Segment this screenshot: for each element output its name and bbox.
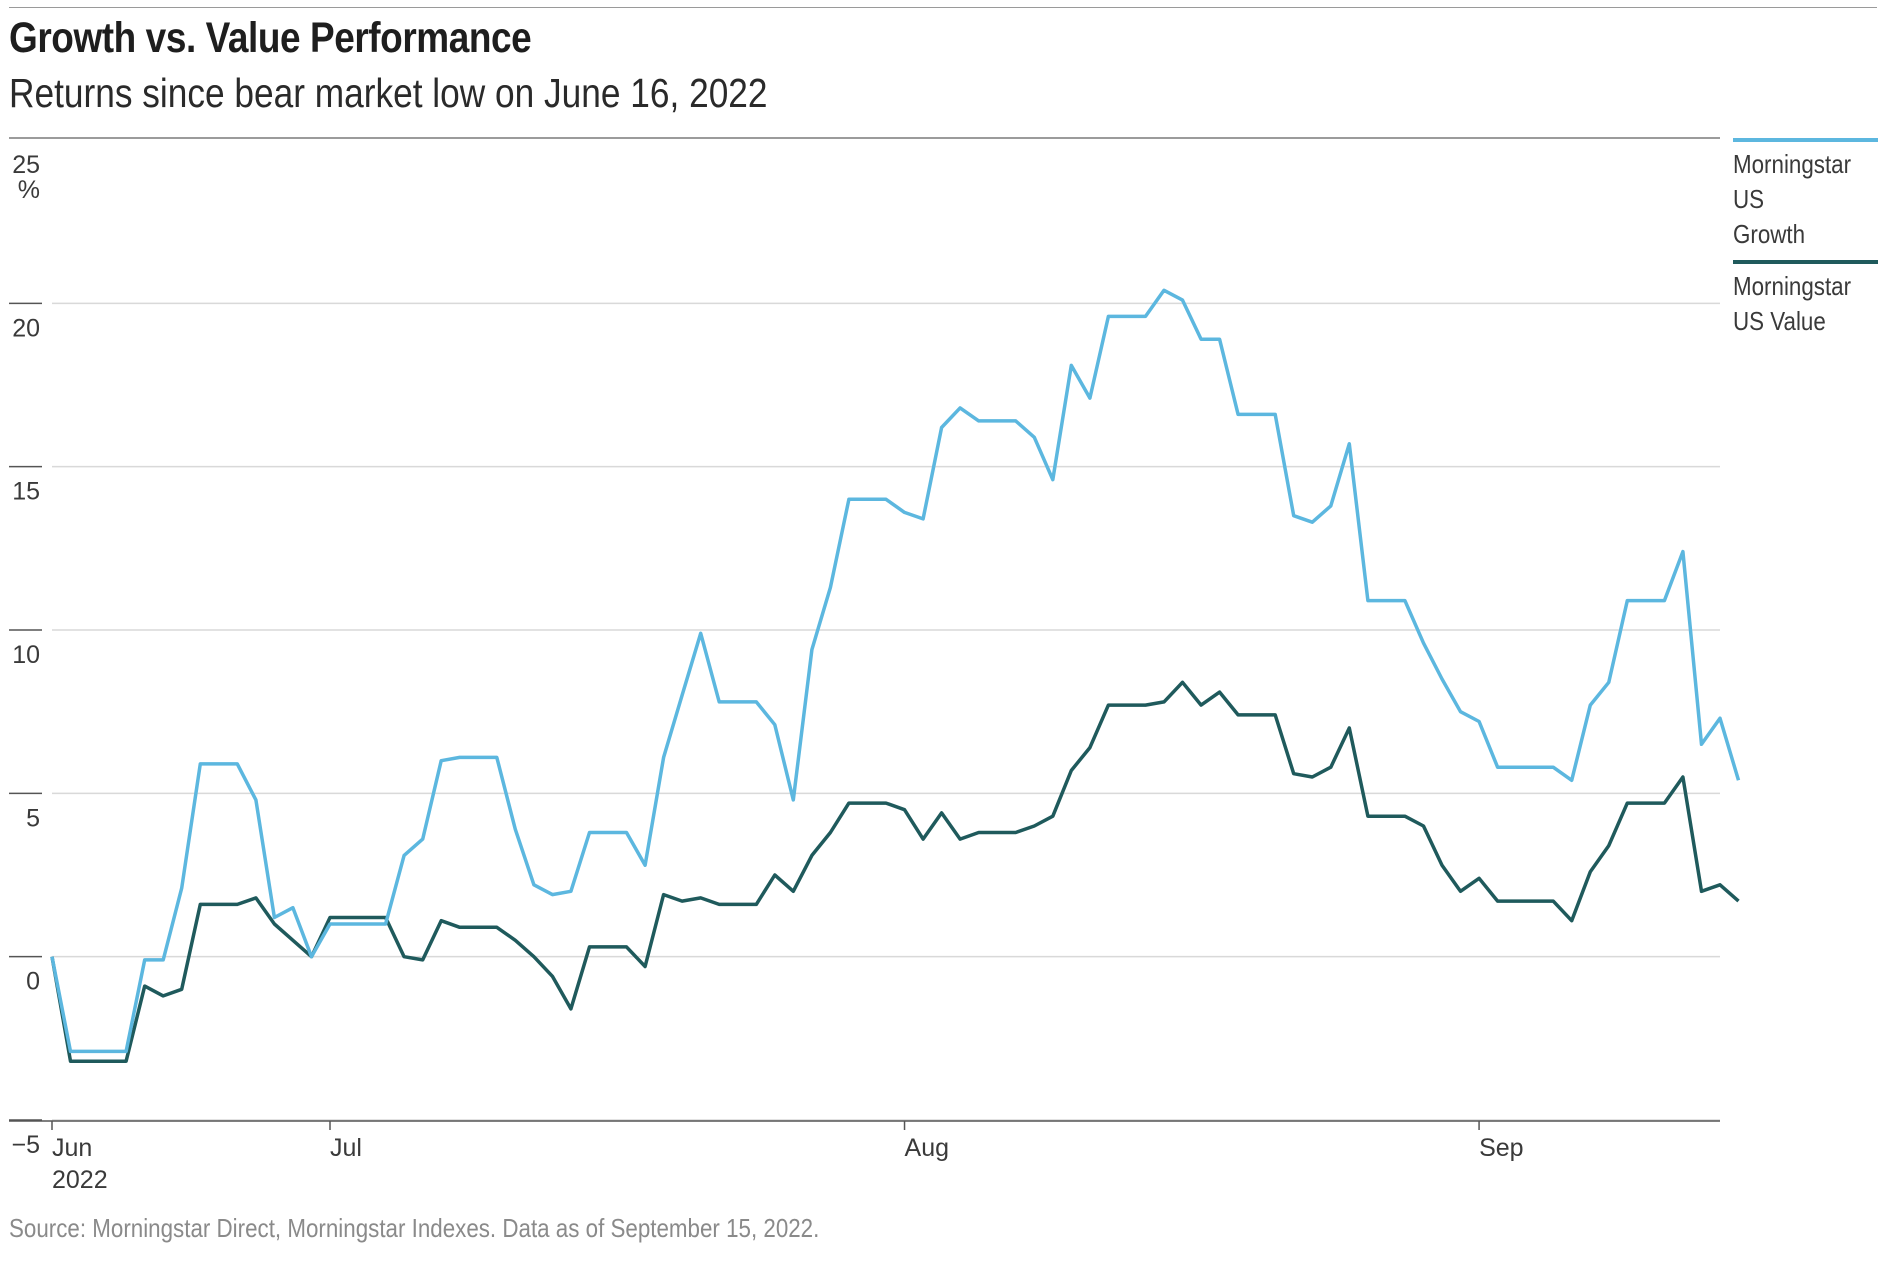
y-tick-label-6: 25 [12, 151, 40, 179]
x-tick-label-3: Sep [1479, 1134, 1523, 1162]
top-rule [9, 7, 1877, 8]
y-tick-label-4: 15 [12, 478, 40, 506]
legend-label-growth-1: Morningstar [1733, 149, 1852, 179]
grid-layer [9, 137, 1720, 1121]
y-tick-label-1: 0 [26, 968, 40, 996]
y-tick-label-5: 20 [12, 314, 40, 342]
series-line-value [50, 680, 1740, 1063]
legend-label-value-2: US Value [1733, 306, 1826, 336]
x-tick-sublabel-0: 2022 [52, 1166, 108, 1194]
x-tick-label-2: Aug [905, 1134, 949, 1162]
legend-label-growth-3: Growth [1733, 219, 1806, 249]
y-tick-label-3: 10 [12, 641, 40, 669]
y-unit-label: % [18, 176, 40, 204]
x-tick-label-1: Jul [330, 1134, 362, 1162]
legend-label-growth-2: US [1733, 184, 1765, 214]
x-tick-label-0: Jun [52, 1134, 92, 1162]
legend: Morningstar US Growth Morningstar US Val… [1733, 138, 1878, 347]
series-layer [50, 288, 1741, 1063]
y-tick-label-2: 5 [26, 804, 40, 832]
chart-title: Growth vs. Value Performance [9, 14, 532, 62]
chart-subtitle: Returns since bear market low on June 16… [9, 70, 768, 116]
series-line-growth [50, 288, 1741, 1054]
source-note: Source: Morningstar Direct, Morningstar … [9, 1213, 820, 1243]
legend-item-value: Morningstar US Value [1733, 260, 1878, 339]
legend-item-growth: Morningstar US Growth [1733, 138, 1878, 252]
legend-label-value-1: Morningstar [1733, 271, 1852, 301]
y-tick-label-0: −5 [11, 1131, 40, 1159]
axis-layer: −5 0 5 10 15 20 25% Jun 2022 Jul Aug Sep [9, 151, 1720, 1194]
